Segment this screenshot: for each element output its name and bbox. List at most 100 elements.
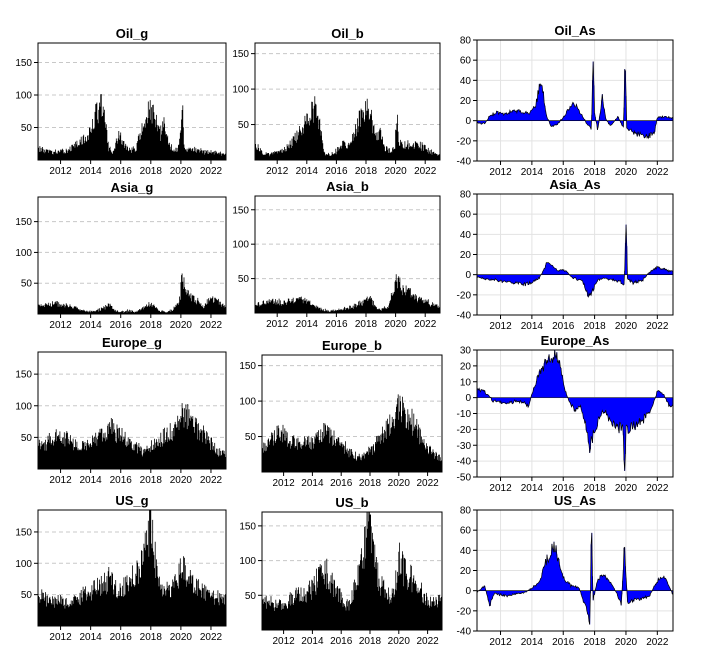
- x-tick-label: 2018: [140, 320, 163, 331]
- y-tick-label: 60: [460, 210, 472, 221]
- x-tick-label: 2014: [521, 321, 544, 332]
- x-tick-label: 2020: [170, 632, 193, 643]
- y-tick-label: 150: [232, 49, 249, 60]
- panel-title: US_b: [335, 495, 368, 510]
- y-tick-label: 20: [460, 250, 472, 261]
- x-tick-label: 2014: [80, 632, 103, 643]
- x-tick-label: 2020: [170, 166, 193, 177]
- x-tick-label: 2020: [615, 167, 638, 178]
- panel-us_g: US_g 50 100 150 2012 2014 2016 2018 2020 2022: [15, 493, 227, 643]
- x-tick-label: 2022: [646, 167, 669, 178]
- y-tick-label: 40: [460, 230, 472, 241]
- panel-us_as: US_As -40 -20 0 20 40 60 80 2012 2014 2016 2018 2020…: [457, 493, 674, 648]
- y-tick-label: 150: [15, 58, 32, 69]
- x-tick-label: 2016: [325, 166, 348, 177]
- y-tick-label: -50: [457, 473, 472, 484]
- panel-title: US_g: [115, 493, 148, 508]
- x-tick-label: 2022: [414, 166, 437, 177]
- x-tick-label: 2016: [110, 475, 133, 486]
- y-tick-label: -40: [457, 157, 472, 168]
- x-tick-label: 2016: [552, 167, 575, 178]
- x-tick-label: 2012: [266, 166, 289, 177]
- x-tick-label: 2014: [296, 319, 319, 330]
- y-tick-label: -10: [457, 409, 472, 420]
- x-tick-label: 2018: [583, 483, 606, 494]
- x-tick-label: 2018: [355, 166, 378, 177]
- x-tick-label: 2020: [615, 483, 638, 494]
- x-tick-label: 2014: [301, 478, 324, 489]
- series-line: [476, 349, 674, 471]
- x-tick-label: 2012: [49, 166, 72, 177]
- y-tick-label: -40: [457, 311, 472, 322]
- x-tick-label: 2014: [80, 320, 103, 331]
- x-tick-label: 2012: [489, 321, 512, 332]
- y-tick-label: 150: [15, 217, 32, 228]
- x-tick-label: 2014: [80, 475, 103, 486]
- y-tick-label: 100: [232, 240, 249, 251]
- series-line: [476, 61, 674, 140]
- plot-frame: [37, 42, 227, 161]
- x-tick-label: 2016: [330, 478, 353, 489]
- x-tick-label: 2014: [521, 167, 544, 178]
- panel-oil_b: Oil_b 50 100 150 2012 2014 2016 2018 2020 2022: [232, 26, 441, 177]
- y-tick-label: 100: [15, 401, 32, 412]
- y-tick-label: 60: [460, 526, 472, 537]
- x-tick-label: 2020: [384, 319, 407, 330]
- y-tick-label: 0: [465, 270, 471, 281]
- panel-title: Asia_As: [549, 177, 600, 192]
- y-tick-label: 50: [238, 274, 250, 285]
- panel-title: Oil_g: [116, 26, 149, 41]
- series-line: [476, 224, 674, 298]
- x-tick-label: 2012: [49, 475, 72, 486]
- panel-title: Oil_b: [331, 26, 364, 41]
- y-tick-label: -20: [457, 425, 472, 436]
- x-tick-label: 2016: [552, 483, 575, 494]
- plot-frame: [254, 42, 441, 161]
- x-tick-label: 2018: [583, 637, 606, 648]
- y-tick-label: 150: [232, 205, 249, 216]
- x-tick-label: 2022: [414, 319, 437, 330]
- series-line: [476, 532, 673, 625]
- y-tick-label: 10: [460, 377, 472, 388]
- panel-title: Asia_b: [326, 179, 369, 194]
- x-tick-label: 2022: [200, 320, 223, 331]
- x-tick-label: 2012: [272, 478, 295, 489]
- y-tick-label: 40: [460, 546, 472, 557]
- series-fill: [476, 61, 674, 139]
- x-tick-label: 2018: [359, 636, 382, 647]
- plot-frame: [254, 195, 441, 314]
- panel-us_b: US_b 50 100 150 2012 2014 2016 2018 2020 2022: [239, 495, 443, 647]
- x-tick-label: 2018: [140, 166, 163, 177]
- x-tick-label: 2012: [49, 632, 72, 643]
- y-tick-label: 20: [460, 566, 472, 577]
- x-tick-label: 2016: [110, 632, 133, 643]
- x-tick-label: 2012: [266, 319, 289, 330]
- y-tick-label: 150: [15, 527, 32, 538]
- x-tick-label: 2012: [489, 167, 512, 178]
- y-tick-label: -30: [457, 441, 472, 452]
- panel-title: Europe_b: [322, 338, 382, 353]
- y-tick-label: 50: [245, 432, 257, 443]
- x-tick-label: 2022: [646, 637, 669, 648]
- y-tick-label: 100: [239, 397, 256, 408]
- y-tick-label: 50: [21, 433, 33, 444]
- y-tick-label: 100: [15, 559, 32, 570]
- x-tick-label: 2012: [272, 636, 295, 647]
- y-tick-label: 0: [465, 116, 471, 127]
- x-tick-label: 2018: [583, 167, 606, 178]
- panel-europe_as: Europe_As -50 -40 -30 -20 -10 0 10 20 30 2012 2014 2…: [457, 333, 674, 494]
- y-tick-label: 150: [15, 370, 32, 381]
- x-tick-label: 2012: [489, 483, 512, 494]
- x-tick-label: 2018: [583, 321, 606, 332]
- series-bars: [261, 394, 443, 472]
- x-tick-label: 2014: [521, 637, 544, 648]
- panel-oil_g: Oil_g 50 100 150 2012 2014 2016 2018 2020 2022: [15, 26, 227, 177]
- series-bars: [254, 274, 441, 313]
- y-tick-label: 40: [460, 76, 472, 87]
- y-tick-label: 80: [460, 190, 472, 201]
- plot-frame: [37, 509, 227, 627]
- plot-frame: [261, 511, 443, 631]
- panel-title: Oil_As: [554, 23, 595, 38]
- y-tick-label: 100: [15, 248, 32, 259]
- x-tick-label: 2022: [646, 483, 669, 494]
